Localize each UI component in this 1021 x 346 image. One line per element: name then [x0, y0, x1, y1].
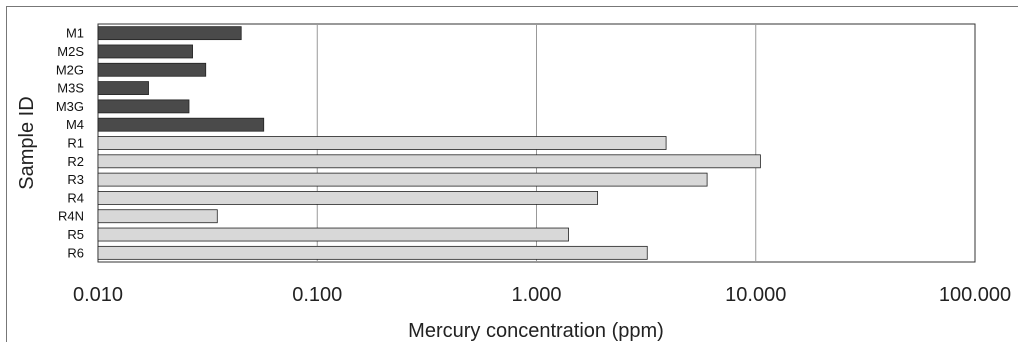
x-tick-label: 0.100 — [292, 284, 342, 306]
bar — [97, 172, 708, 187]
bar — [97, 209, 218, 224]
bars — [97, 26, 761, 260]
bar — [97, 227, 569, 242]
bar — [97, 191, 599, 205]
category-label: R4N — [58, 209, 84, 224]
category-label: R5 — [67, 227, 84, 242]
category-label: M3S — [57, 81, 84, 96]
category-label: M3G — [56, 99, 84, 114]
x-axis-title: Mercury concentration (ppm) — [408, 320, 664, 342]
bar — [97, 62, 207, 77]
bar — [97, 26, 242, 41]
chart-frame — [6, 6, 1018, 342]
category-label: R1 — [67, 136, 84, 151]
category-labels: M1 M2S M2G M3S M3G M4 R1 R2 R3 R4 R4N R5 R6 — [56, 26, 84, 261]
category-label: R2 — [67, 154, 84, 169]
bar — [97, 136, 667, 150]
x-tick-label: 0.010 — [73, 284, 123, 306]
bar — [97, 154, 761, 169]
x-tick-labels: 0.010 0.100 1.000 10.000 100.000 — [73, 284, 1011, 306]
y-axis-title: Sample ID — [16, 96, 38, 189]
category-label: M4 — [66, 117, 84, 132]
bar — [97, 99, 190, 114]
category-label: M2G — [56, 62, 84, 77]
category-label: M2S — [57, 44, 84, 59]
bar — [97, 44, 193, 59]
x-tick-label: 1.000 — [511, 284, 561, 306]
bar — [97, 117, 265, 132]
category-label: R4 — [67, 190, 84, 205]
category-label: M1 — [66, 26, 84, 41]
x-tick-label: 10.000 — [725, 284, 786, 306]
category-label: R3 — [67, 172, 84, 187]
x-tick-label: 100.000 — [939, 284, 1011, 306]
category-label: R6 — [67, 245, 84, 260]
bar — [97, 245, 648, 260]
bar — [97, 81, 149, 95]
